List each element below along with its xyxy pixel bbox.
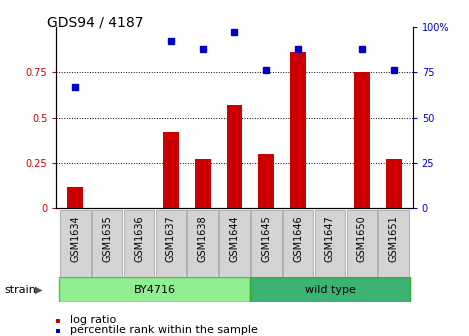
Bar xyxy=(290,52,306,208)
Bar xyxy=(354,72,370,208)
Bar xyxy=(163,132,179,208)
Bar xyxy=(60,210,91,277)
Text: log ratio: log ratio xyxy=(70,315,117,325)
Bar xyxy=(60,277,250,302)
Text: GSM1646: GSM1646 xyxy=(293,215,303,262)
Text: GSM1651: GSM1651 xyxy=(389,215,399,262)
Text: GSM1650: GSM1650 xyxy=(357,215,367,262)
Bar xyxy=(347,210,377,277)
Text: strain: strain xyxy=(5,285,37,295)
Bar xyxy=(219,210,250,277)
Text: GSM1644: GSM1644 xyxy=(229,215,240,262)
Bar xyxy=(378,210,409,277)
Bar xyxy=(250,277,409,302)
Text: wild type: wild type xyxy=(304,285,356,295)
Bar xyxy=(124,210,154,277)
Bar xyxy=(68,186,83,208)
Bar xyxy=(283,210,313,277)
Text: GSM1645: GSM1645 xyxy=(261,215,272,262)
Text: ▶: ▶ xyxy=(35,285,43,295)
Text: percentile rank within the sample: percentile rank within the sample xyxy=(70,325,258,335)
Bar xyxy=(227,105,242,208)
Text: GSM1647: GSM1647 xyxy=(325,215,335,262)
Bar xyxy=(195,159,211,208)
Bar xyxy=(258,154,274,208)
Bar xyxy=(386,159,401,208)
Bar xyxy=(188,210,218,277)
Text: BY4716: BY4716 xyxy=(134,285,176,295)
Text: GSM1634: GSM1634 xyxy=(70,215,80,262)
Text: GSM1636: GSM1636 xyxy=(134,215,144,262)
Text: GDS94 / 4187: GDS94 / 4187 xyxy=(47,15,144,29)
Text: GSM1638: GSM1638 xyxy=(197,215,208,262)
Bar xyxy=(92,210,122,277)
Text: GSM1637: GSM1637 xyxy=(166,215,176,262)
Bar xyxy=(251,210,281,277)
Bar xyxy=(315,210,345,277)
Bar xyxy=(156,210,186,277)
Text: GSM1635: GSM1635 xyxy=(102,215,112,262)
